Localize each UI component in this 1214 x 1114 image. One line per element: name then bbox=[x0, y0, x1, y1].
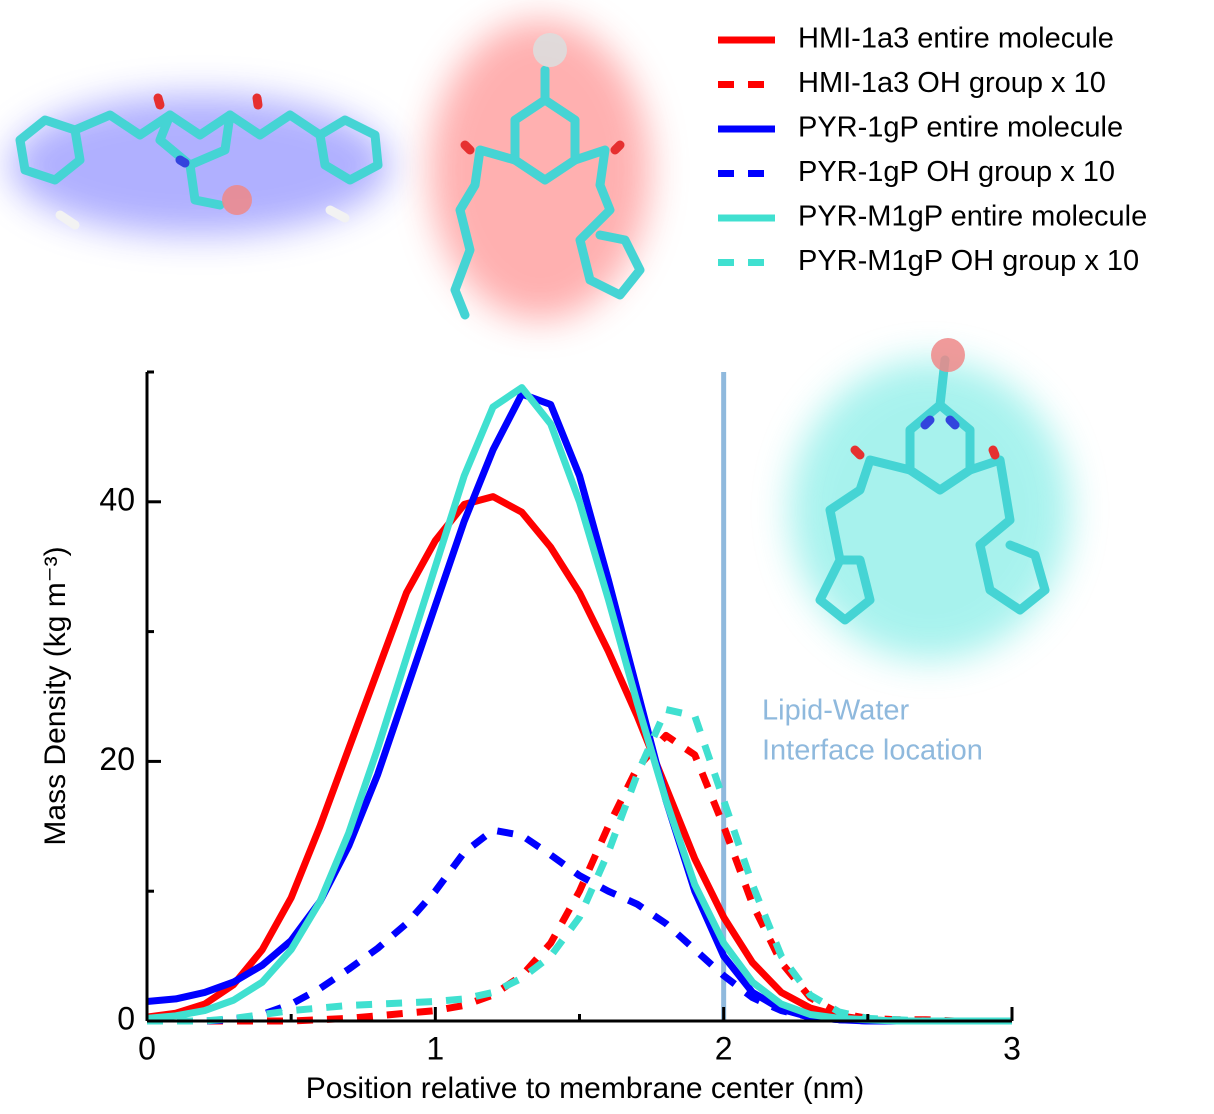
annotation: Interface location bbox=[762, 735, 983, 767]
legend-label: PYR-1gP entire molecule bbox=[798, 112, 1123, 144]
x-tick-label: 3 bbox=[1003, 1030, 1021, 1066]
x-tick-label: 1 bbox=[426, 1030, 444, 1066]
y-axis-label: Mass Density (kg m⁻³) bbox=[39, 546, 72, 845]
molecule-red bbox=[430, 20, 650, 320]
legend-label: PYR-M1gP OH group x 10 bbox=[798, 245, 1139, 277]
x-tick-label: 2 bbox=[715, 1030, 733, 1066]
x-tick-label: 0 bbox=[138, 1030, 156, 1066]
y-tick-label: 0 bbox=[117, 1000, 135, 1036]
legend-label: HMI-1a3 entire molecule bbox=[798, 23, 1114, 55]
legend-label: PYR-M1gP entire molecule bbox=[798, 201, 1147, 233]
legend-label: PYR-1gP OH group x 10 bbox=[798, 156, 1115, 188]
y-tick-label: 40 bbox=[99, 481, 135, 517]
legend-label: HMI-1a3 OH group x 10 bbox=[798, 67, 1106, 99]
molecule-blue bbox=[10, 93, 390, 235]
x-axis-label: Position relative to membrane center (nm… bbox=[306, 1072, 865, 1105]
annotation: Lipid-Water bbox=[762, 695, 910, 727]
molecule-cyan bbox=[790, 338, 1070, 660]
y-tick-label: 20 bbox=[99, 741, 135, 777]
